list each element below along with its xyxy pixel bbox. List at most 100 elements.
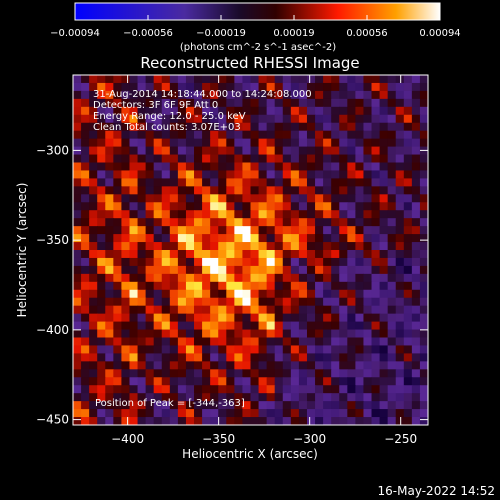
heatmap-cell (266, 234, 276, 243)
heatmap-cell (331, 377, 340, 386)
heatmap-cell (258, 98, 268, 108)
heatmap-cell (161, 337, 171, 347)
heatmap-cell (234, 401, 244, 410)
heatmap-cell (274, 305, 284, 315)
heatmap-cell (121, 345, 131, 354)
heatmap-cell (387, 114, 397, 124)
heatmap-cell (105, 154, 114, 164)
heatmap-cell (339, 186, 348, 195)
heatmap-cell (194, 265, 203, 275)
heatmap-cell (403, 401, 413, 410)
heatmap-cell (298, 106, 308, 116)
heatmap-cell (250, 313, 260, 323)
heatmap-cell (331, 385, 340, 394)
heatmap-cell (129, 409, 139, 418)
heatmap-cell (121, 186, 131, 195)
heatmap-cell (371, 369, 381, 378)
heatmap-cell (234, 321, 244, 331)
heatmap-cell (387, 250, 397, 259)
heatmap-cell (282, 98, 292, 108)
heatmap-cell (210, 75, 219, 84)
heatmap-cell (81, 377, 90, 386)
heatmap-cell (161, 82, 171, 92)
heatmap-cell (266, 289, 276, 299)
heatmap-cell (315, 130, 324, 140)
heatmap-cell (274, 106, 284, 116)
heatmap-cell (161, 353, 171, 362)
heatmap-cell (371, 297, 381, 307)
heatmap-cell (226, 234, 235, 243)
heatmap-cell (169, 305, 179, 315)
heatmap-cell (379, 313, 389, 323)
heatmap-cell (121, 250, 131, 259)
heatmap-cell (81, 265, 90, 275)
heatmap-cell (298, 289, 308, 299)
heatmap-cell (242, 265, 252, 275)
heatmap-cell (242, 337, 252, 347)
heatmap-cell (355, 242, 365, 251)
heatmap-cell (403, 369, 413, 378)
heatmap-cell (194, 154, 203, 164)
heatmap-cell (298, 122, 308, 132)
heatmap-cell (129, 353, 139, 362)
heatmap-cell (355, 210, 365, 219)
heatmap-cell (73, 242, 82, 251)
heatmap-cell (177, 75, 187, 84)
heatmap-cell (161, 218, 171, 227)
heatmap-cell (282, 138, 292, 148)
heatmap-cell (210, 281, 219, 291)
heatmap-cell (339, 257, 348, 267)
heatmap-cell (339, 321, 348, 331)
heatmap-cell (266, 409, 276, 418)
heatmap-image (73, 75, 428, 425)
heatmap-cell (185, 329, 195, 339)
heatmap-cell (371, 114, 381, 124)
heatmap-cell (121, 82, 131, 92)
heatmap-cell (395, 242, 405, 251)
heatmap-cell (395, 146, 405, 156)
heatmap-cell (137, 321, 147, 331)
heatmap-cell (185, 130, 195, 140)
heatmap-cell (161, 265, 171, 275)
heatmap-cell (137, 289, 147, 299)
heatmap-cell (121, 90, 131, 100)
heatmap-cell (331, 361, 340, 370)
heatmap-cell (323, 186, 332, 195)
heatmap-cell (331, 305, 340, 315)
heatmap-cell (347, 401, 356, 410)
heatmap-cell (242, 369, 252, 378)
heatmap-cell (145, 281, 155, 291)
heatmap-cell (105, 114, 114, 124)
heatmap-cell (73, 353, 82, 362)
heatmap-cell (266, 313, 276, 323)
heatmap-cell (185, 75, 195, 84)
heatmap-cell (81, 289, 90, 299)
heatmap-cell (73, 202, 82, 211)
heatmap-cell (226, 162, 235, 172)
heatmap-cell (169, 170, 179, 179)
heatmap-cell (105, 75, 114, 84)
heatmap-cell (73, 385, 82, 394)
heatmap-cell (242, 401, 252, 410)
heatmap-cell (194, 234, 203, 243)
heatmap-cell (331, 170, 340, 179)
heatmap-cell (194, 305, 203, 315)
heatmap-cell (355, 281, 365, 291)
heatmap-cell (331, 122, 340, 132)
heatmap-cell (371, 170, 381, 179)
heatmap-cell (218, 242, 227, 251)
heatmap-cell (97, 297, 106, 307)
heatmap-cell (145, 401, 155, 410)
heatmap-cell (210, 186, 219, 195)
heatmap-cell (137, 313, 147, 323)
heatmap-cell (403, 265, 413, 275)
heatmap-cell (395, 82, 405, 92)
heatmap-cell (355, 162, 365, 172)
heatmap-cell (242, 321, 252, 331)
heatmap-cell (355, 313, 365, 323)
heatmap-cell (113, 329, 123, 339)
heatmap-cell (137, 106, 147, 116)
heatmap-cell (169, 417, 179, 425)
heatmap-cell (379, 210, 389, 219)
heatmap-cell (379, 281, 389, 291)
